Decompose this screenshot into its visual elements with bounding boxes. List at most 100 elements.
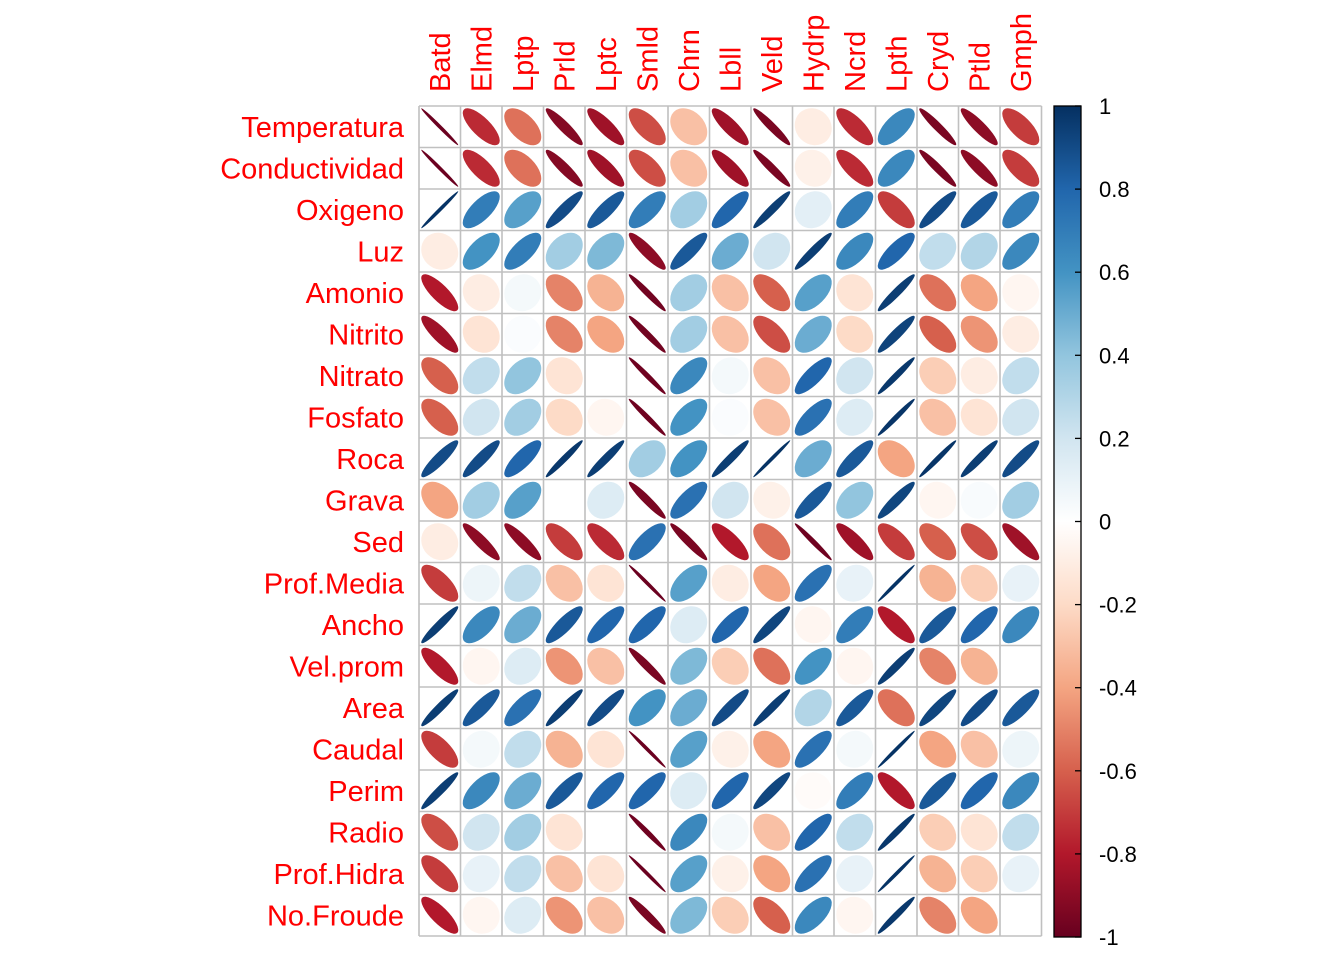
correlation-ellipse-Radio-Lpth (877, 813, 915, 851)
correlation-ellipse-Nitrato-Chrn (670, 357, 708, 395)
correlation-ellipse-Oxigeno-Chrn (670, 191, 708, 229)
correlation-ellipse-Radio-Lptc (587, 813, 625, 851)
correlation-ellipse-Fosfato-Prld (545, 398, 583, 436)
correlation-ellipse-Roca-Cryd (919, 440, 957, 478)
correlation-ellipse-No.Froude-Lbll (711, 896, 749, 934)
correlation-ellipse-Sed-Batd (421, 523, 459, 561)
correlation-ellipse-Prof.Hidra-Cryd (919, 855, 957, 893)
correlation-ellipse-Sed-Ptld (960, 523, 998, 561)
correlation-ellipse-Luz-Prld (545, 232, 583, 270)
correlation-ellipse-Oxigeno-Ncrd (836, 191, 874, 229)
correlation-ellipse-Radio-Lptp (504, 813, 542, 851)
correlation-ellipse-Roca-Chrn (670, 440, 708, 478)
correlation-ellipse-Caudal-Cryd (919, 730, 957, 768)
correlation-ellipse-Caudal-Lpth (877, 730, 915, 768)
correlation-ellipse-Area-Ptld (960, 689, 998, 727)
correlation-ellipse-Vel.prom-Batd (421, 647, 459, 685)
correlation-ellipse-Prof.Media-Veld (753, 564, 791, 602)
row-label: Nitrato (319, 361, 404, 393)
correlation-ellipse-Radio-Ptld (960, 813, 998, 851)
correlation-ellipse-Roca-Elmd (462, 440, 500, 478)
column-label: Lpth (881, 36, 913, 92)
correlation-ellipse-Amonio-Hydrp (794, 274, 832, 312)
correlation-ellipse-Roca-Ptld (960, 440, 998, 478)
correlation-ellipse-Perim-Lbll (711, 772, 749, 810)
correlation-ellipse-Fosfato-Lptp (504, 398, 542, 436)
correlation-ellipse-No.Froude-Smld (628, 896, 666, 934)
correlation-ellipse-Nitrito-Lptc (587, 315, 625, 353)
correlation-ellipse-Roca-Veld (753, 440, 791, 478)
correlation-ellipse-Conductividad-Ncrd (836, 149, 874, 187)
ellipse-layer (421, 108, 1040, 934)
correlation-ellipse-Perim-Veld (753, 772, 791, 810)
correlation-ellipse-Grava-Ptld (960, 481, 998, 519)
correlation-ellipse-Temperatura-Lbll (711, 108, 749, 146)
correlation-ellipse-Oxigeno-Hydrp (794, 191, 832, 229)
correlation-ellipse-Prof.Media-Prld (545, 564, 583, 602)
correlation-ellipse-Grava-Lptc (587, 481, 625, 519)
row-label: Roca (336, 444, 405, 476)
correlation-ellipse-Temperatura-Lptc (587, 108, 625, 146)
row-label: Area (343, 693, 405, 725)
correlation-ellipse-Perim-Gmph (1002, 772, 1040, 810)
column-label: Chrn (674, 29, 706, 92)
correlation-ellipse-Nitrato-Prld (545, 357, 583, 395)
correlation-ellipse-Roca-Lptc (587, 440, 625, 478)
correlation-ellipse-Prof.Media-Gmph (1002, 564, 1040, 602)
correlation-ellipse-Sed-Ncrd (836, 523, 874, 561)
colorbar-tick-label: 1 (1099, 94, 1111, 119)
colorbar-tick-label: 0.4 (1099, 343, 1130, 368)
correlation-ellipse-No.Froude-Ncrd (836, 896, 874, 934)
correlation-ellipse-Radio-Gmph (1002, 813, 1040, 851)
correlation-ellipse-Fosfato-Veld (753, 398, 791, 436)
row-label: Fosfato (307, 402, 404, 434)
correlation-ellipse-Ancho-Gmph (1002, 606, 1040, 644)
correlation-ellipse-Oxigeno-Lpth (877, 191, 915, 229)
correlation-ellipse-Grava-Ncrd (836, 481, 874, 519)
correlation-ellipse-Fosfato-Batd (421, 398, 459, 436)
correlation-ellipse-Temperatura-Lptp (504, 108, 542, 146)
correlation-ellipse-Conductividad-Lptp (504, 149, 542, 187)
correlation-ellipse-Prof.Media-Cryd (919, 564, 957, 602)
correlation-ellipse-Conductividad-Elmd (462, 149, 500, 187)
correlation-ellipse-Area-Elmd (462, 689, 500, 727)
correlation-ellipse-Prof.Media-Smld (628, 564, 666, 602)
correlation-ellipse-Radio-Hydrp (794, 813, 832, 851)
correlation-ellipse-Amonio-Batd (421, 274, 459, 312)
row-label: Prof.Hidra (273, 859, 404, 891)
grid-layer (418, 105, 1043, 937)
correlation-ellipse-Amonio-Lpth (877, 274, 915, 312)
column-label: Smld (632, 26, 664, 92)
column-label: Lptc (591, 37, 623, 92)
correlation-ellipse-Fosfato-Lpth (877, 398, 915, 436)
correlation-ellipse-Caudal-Lbll (711, 730, 749, 768)
correlation-ellipse-Grava-Elmd (462, 481, 500, 519)
row-label: Conductividad (220, 153, 404, 185)
row-label: Grava (325, 485, 405, 517)
correlation-ellipse-Amonio-Cryd (919, 274, 957, 312)
correlation-ellipse-Ancho-Batd (421, 606, 459, 644)
correlation-ellipse-Area-Batd (421, 689, 459, 727)
correlation-ellipse-No.Froude-Veld (753, 896, 791, 934)
correlation-ellipse-Sed-Smld (628, 523, 666, 561)
correlation-ellipse-Area-Veld (753, 689, 791, 727)
correlation-ellipse-Conductividad-Cryd (919, 149, 957, 187)
correlation-ellipse-Sed-Lptc (587, 523, 625, 561)
correlation-ellipse-Luz-Cryd (919, 232, 957, 270)
correlation-ellipse-Temperatura-Gmph (1002, 108, 1040, 146)
correlation-ellipse-Oxigeno-Prld (545, 191, 583, 229)
correlation-ellipse-Nitrato-Veld (753, 357, 791, 395)
correlation-ellipse-Fosfato-Ptld (960, 398, 998, 436)
row-label: Nitrito (328, 319, 404, 351)
colorbar-tick-label: -0.2 (1099, 593, 1137, 618)
correlation-ellipse-Prof.Hidra-Ncrd (836, 855, 874, 893)
correlation-ellipse-Luz-Lpth (877, 232, 915, 270)
correlation-ellipse-Area-Lptp (504, 689, 542, 727)
correlation-ellipse-Fosfato-Hydrp (794, 398, 832, 436)
correlation-ellipse-Vel.prom-Ncrd (836, 647, 874, 685)
correlation-ellipse-Caudal-Lptp (504, 730, 542, 768)
correlation-ellipse-Roca-Smld (628, 440, 666, 478)
correlation-ellipse-Luz-Ptld (960, 232, 998, 270)
row-label: Vel.prom (290, 651, 404, 683)
correlation-ellipse-No.Froude-Lptc (587, 896, 625, 934)
